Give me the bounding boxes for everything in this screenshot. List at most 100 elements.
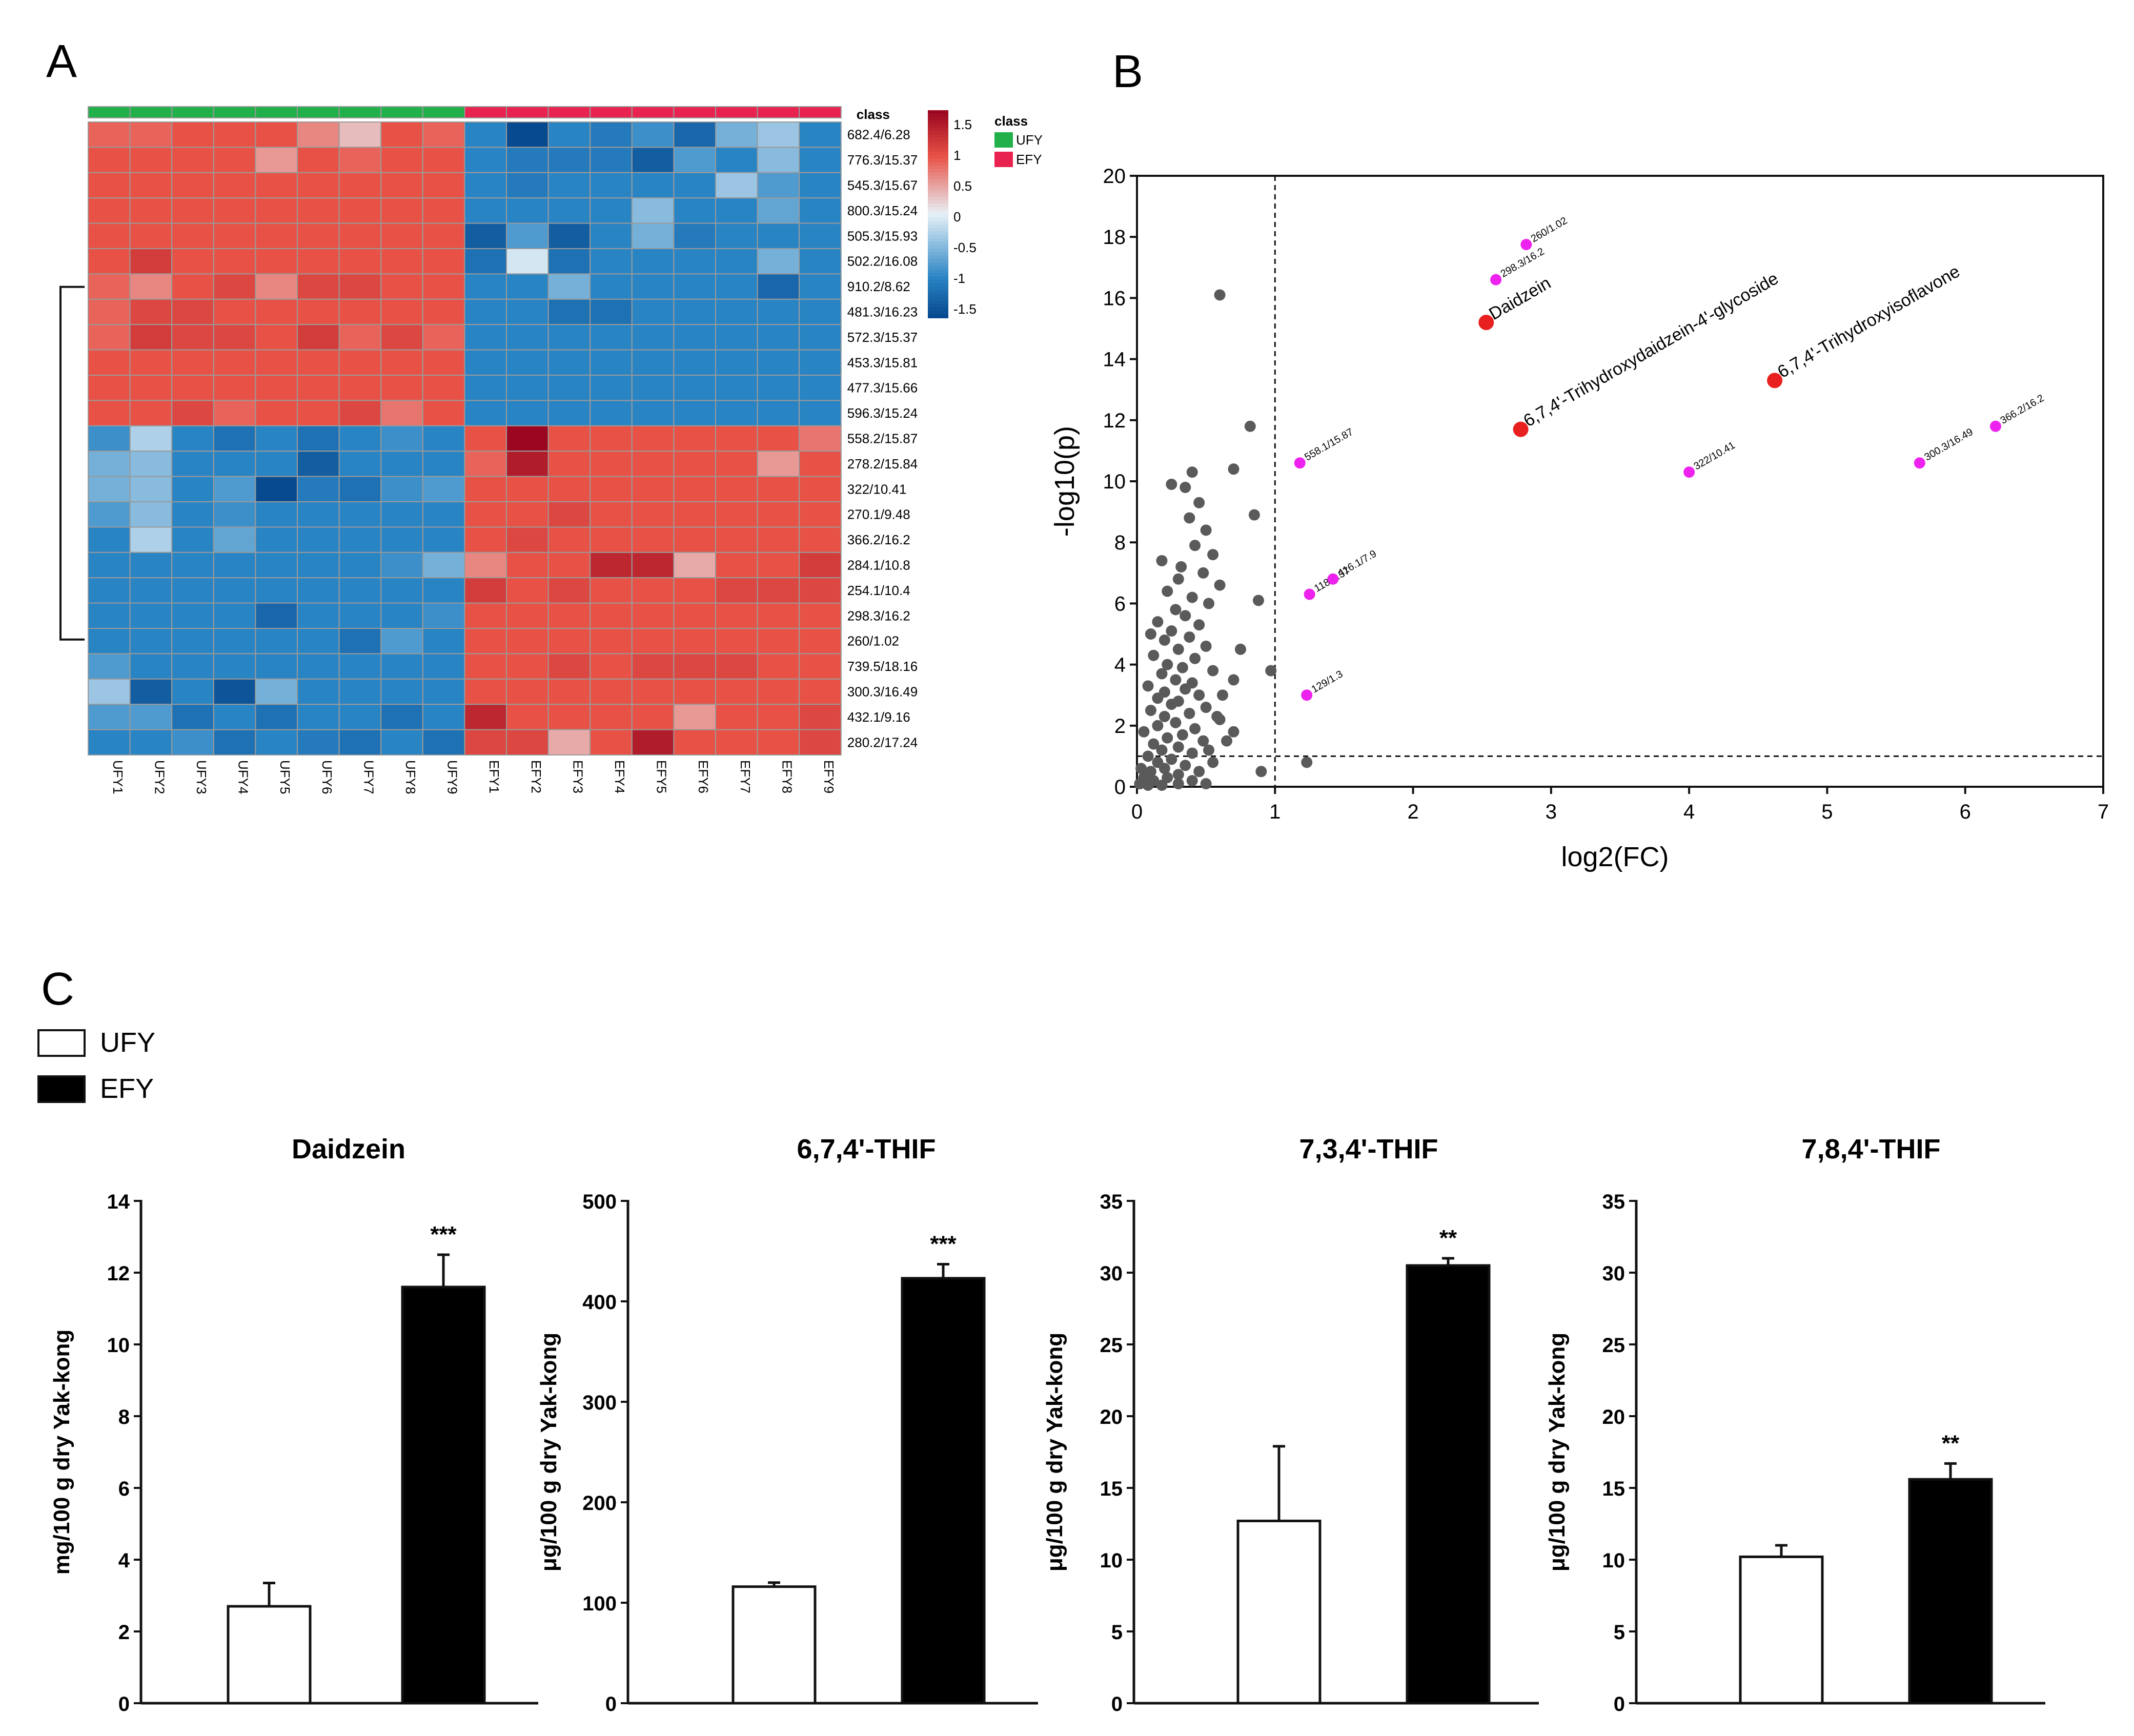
colorbar-tick-label: -1.5 — [953, 301, 977, 317]
colorbar-segment — [928, 249, 948, 253]
heatmap-cell — [380, 501, 423, 528]
heatmap-cell — [715, 526, 758, 553]
data-point-nonsignificant — [1193, 497, 1205, 508]
heatmap-cell — [422, 451, 465, 477]
heatmap-cell — [506, 653, 549, 680]
heatmap-cell — [631, 653, 675, 680]
heatmap-cell — [88, 147, 131, 173]
heatmap-cell — [631, 577, 675, 604]
data-point-nonsignificant — [1200, 640, 1212, 652]
heatmap-cell — [129, 729, 173, 755]
colorbar-segment — [928, 265, 948, 270]
data-point-nonsignificant — [1152, 720, 1164, 731]
heatmap-cell — [757, 653, 800, 680]
heatmap-cell — [213, 678, 256, 705]
heatmap-cell — [715, 349, 758, 376]
heatmap-cell — [547, 729, 591, 755]
heatmap-cell — [88, 273, 131, 300]
data-point-nonsignificant — [1159, 634, 1170, 646]
heatmap-cell — [715, 298, 758, 325]
heatmap-cell — [422, 526, 465, 553]
heatmap-cell — [422, 273, 465, 300]
heatmap-cell — [799, 729, 842, 755]
heatmap-cell — [255, 375, 298, 401]
heatmap-cell — [213, 602, 256, 629]
heatmap-cell — [464, 197, 507, 224]
heatmap-cell — [799, 273, 842, 300]
row-label: 366.2/16.2 — [847, 532, 910, 547]
legend-item-label: EFY — [1016, 152, 1042, 167]
heatmap-cell — [631, 222, 675, 250]
heatmap-cell — [338, 349, 382, 376]
data-point-nonsignificant — [1162, 585, 1173, 597]
heatmap-cell — [631, 121, 675, 148]
heatmap-cell — [673, 653, 717, 680]
heatmap-cell — [380, 197, 423, 224]
colorbar-segment — [928, 203, 948, 208]
class-bar-cell — [757, 106, 800, 118]
heatmap-cell — [213, 552, 256, 579]
heatmap-cell — [590, 298, 633, 325]
column-label: EFY8 — [779, 760, 795, 793]
y-tick-label: 10 — [1602, 1549, 1625, 1572]
colorbar-segment — [928, 259, 948, 263]
colorbar-segment — [928, 148, 948, 152]
volcano-plot-panel: 0 1 2 3 4 5 6 702468101214161820log2(FC)-log10(… — [1049, 165, 2109, 872]
colorbar-segment — [928, 293, 948, 298]
heatmap-cell — [590, 678, 633, 705]
heatmap-cell — [171, 400, 214, 426]
data-point-annotated-compound — [1767, 373, 1783, 389]
class-bar-cell — [422, 106, 465, 118]
heatmap-cell — [799, 121, 842, 148]
heatmap-cell — [799, 526, 842, 553]
heatmap-cell — [338, 273, 382, 300]
heatmap-cell — [255, 222, 298, 250]
heatmap-cell — [213, 197, 256, 224]
row-label: 572.3/15.37 — [847, 330, 918, 345]
data-point-significant — [1490, 274, 1502, 285]
heatmap-cell — [380, 602, 423, 629]
heatmap-cell — [506, 451, 549, 477]
y-tick-label: 12 — [107, 1262, 130, 1285]
heatmap-cell — [506, 147, 549, 173]
point-label: 322/10.41 — [1692, 440, 1737, 473]
heatmap-cell — [631, 678, 675, 705]
heatmap-cell — [715, 248, 758, 275]
data-point-nonsignificant — [1180, 610, 1191, 622]
heatmap-cell — [757, 552, 800, 579]
heatmap-cell — [88, 349, 131, 376]
row-label: 682.4/6.28 — [847, 127, 910, 142]
data-point-nonsignificant — [1142, 680, 1154, 692]
x-tick-label: 5 — [1821, 801, 1833, 823]
heatmap-cell — [297, 552, 340, 579]
heatmap-cell — [547, 704, 591, 730]
heatmap-cell — [506, 197, 549, 224]
bar-ufy — [731, 1585, 817, 1705]
heatmap-cell — [297, 653, 340, 680]
row-label: 477.3/15.66 — [847, 380, 918, 396]
heatmap-cell — [757, 121, 800, 148]
heatmap-cell — [213, 324, 256, 351]
heatmap-cell — [673, 121, 717, 148]
data-point-significant — [1327, 573, 1339, 585]
heatmap-cell — [297, 298, 340, 325]
heatmap-cell — [380, 653, 423, 680]
colorbar-segment — [928, 166, 948, 170]
heatmap-cell — [673, 222, 717, 250]
heatmap-cell — [380, 172, 423, 199]
bar-ufy — [1236, 1519, 1322, 1705]
column-label: UFY7 — [361, 760, 376, 794]
heatmap-cell — [547, 451, 591, 477]
data-point-nonsignificant — [1170, 717, 1182, 728]
colorbar-tick-label: 1.5 — [953, 117, 972, 132]
legend-title: class — [994, 113, 1028, 129]
heatmap-cell — [547, 298, 591, 325]
heatmap-cell — [338, 704, 382, 730]
heatmap-cell — [715, 602, 758, 629]
heatmap-cell — [88, 222, 131, 250]
data-point-nonsignificant — [1172, 573, 1184, 585]
heatmap-cell — [422, 552, 465, 579]
y-tick-label: 25 — [1100, 1334, 1123, 1357]
heatmap-cell — [590, 349, 633, 376]
heatmap-cell — [590, 628, 633, 655]
